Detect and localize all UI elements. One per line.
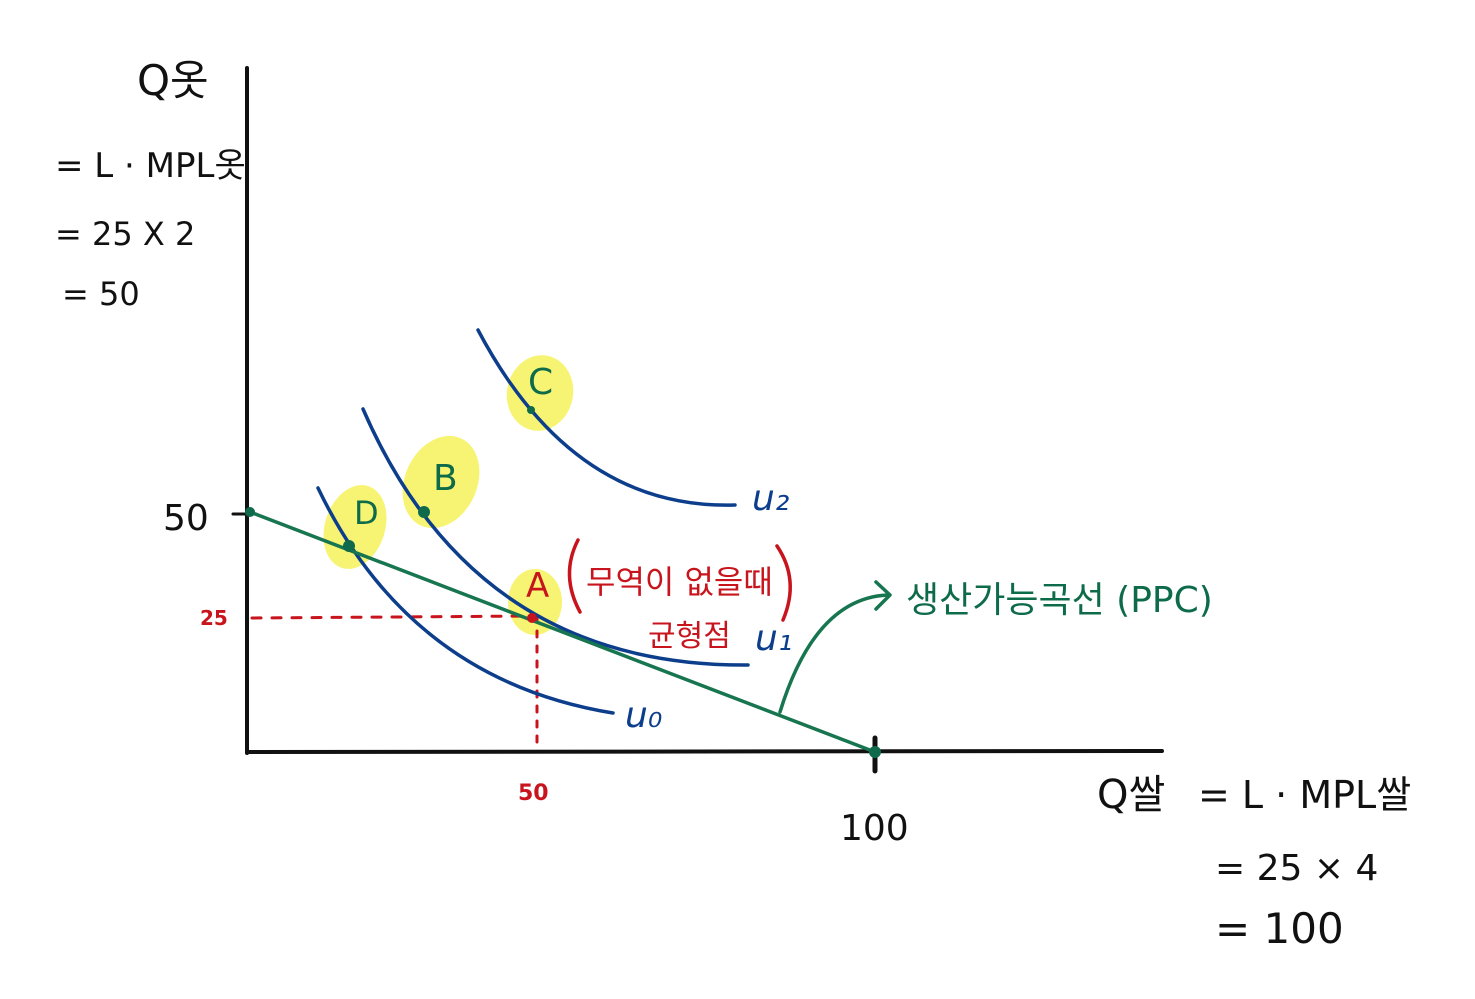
highlight-point-a xyxy=(508,569,562,635)
y-tick-label-25: 25 xyxy=(200,606,228,630)
y-axis-title: Q옷 xyxy=(137,56,209,105)
y-derivation-line-2: = 25 X 2 xyxy=(55,215,195,253)
x-axis-line xyxy=(245,749,1164,754)
y-derivation-line-3: = 50 xyxy=(62,275,140,313)
indifference-curve-u2 xyxy=(476,328,737,507)
ppc-intercept-x xyxy=(869,746,881,758)
point-label-b: B xyxy=(433,458,458,499)
x-derivation-line-3: = 100 xyxy=(1215,904,1344,953)
indifference-curve-u0 xyxy=(316,486,615,715)
y-tick-label-50: 50 xyxy=(163,498,209,539)
ppc-label-arrowhead xyxy=(874,580,892,611)
curve-label-u2: u₂ xyxy=(752,478,789,519)
annotation-bracket-left xyxy=(567,538,582,614)
point-b-dot xyxy=(418,506,430,518)
point-label-c: C xyxy=(528,362,553,403)
ppc-line xyxy=(248,510,877,754)
x-axis-title: Q쌀 xyxy=(1097,772,1165,818)
annotation-no-trade: 무역이 없을때 xyxy=(586,563,773,601)
point-d-dot xyxy=(343,540,355,552)
x-derivation-line-1: = L · MPL쌀 xyxy=(1198,773,1411,817)
curve-label-u1: u₁ xyxy=(755,618,792,659)
ppc-label-arrow xyxy=(778,593,890,714)
curve-label-u0: u₀ xyxy=(625,695,662,736)
annotation-bracket-right xyxy=(775,544,792,622)
annotation-equilibrium: 균형점 xyxy=(648,619,731,654)
y-derivation-line-1: = L · MPL옷 xyxy=(55,146,246,186)
indifference-curve-u1 xyxy=(361,407,750,667)
highlight-point-c xyxy=(506,355,574,431)
point-label-d: D xyxy=(354,494,379,532)
guide-y-25 xyxy=(250,614,536,620)
x-tick-label-50: 50 xyxy=(518,781,549,806)
point-a-dot xyxy=(527,613,537,623)
ppc-label: 생산가능곡선 (PPC) xyxy=(906,580,1213,621)
highlight-point-b xyxy=(402,435,480,529)
point-label-a: A xyxy=(526,566,549,606)
x-tick-label-100: 100 xyxy=(840,808,909,849)
point-c-dot xyxy=(527,406,535,414)
x-derivation-line-2: = 25 × 4 xyxy=(1215,848,1378,889)
ppc-intercept-y xyxy=(245,507,255,517)
